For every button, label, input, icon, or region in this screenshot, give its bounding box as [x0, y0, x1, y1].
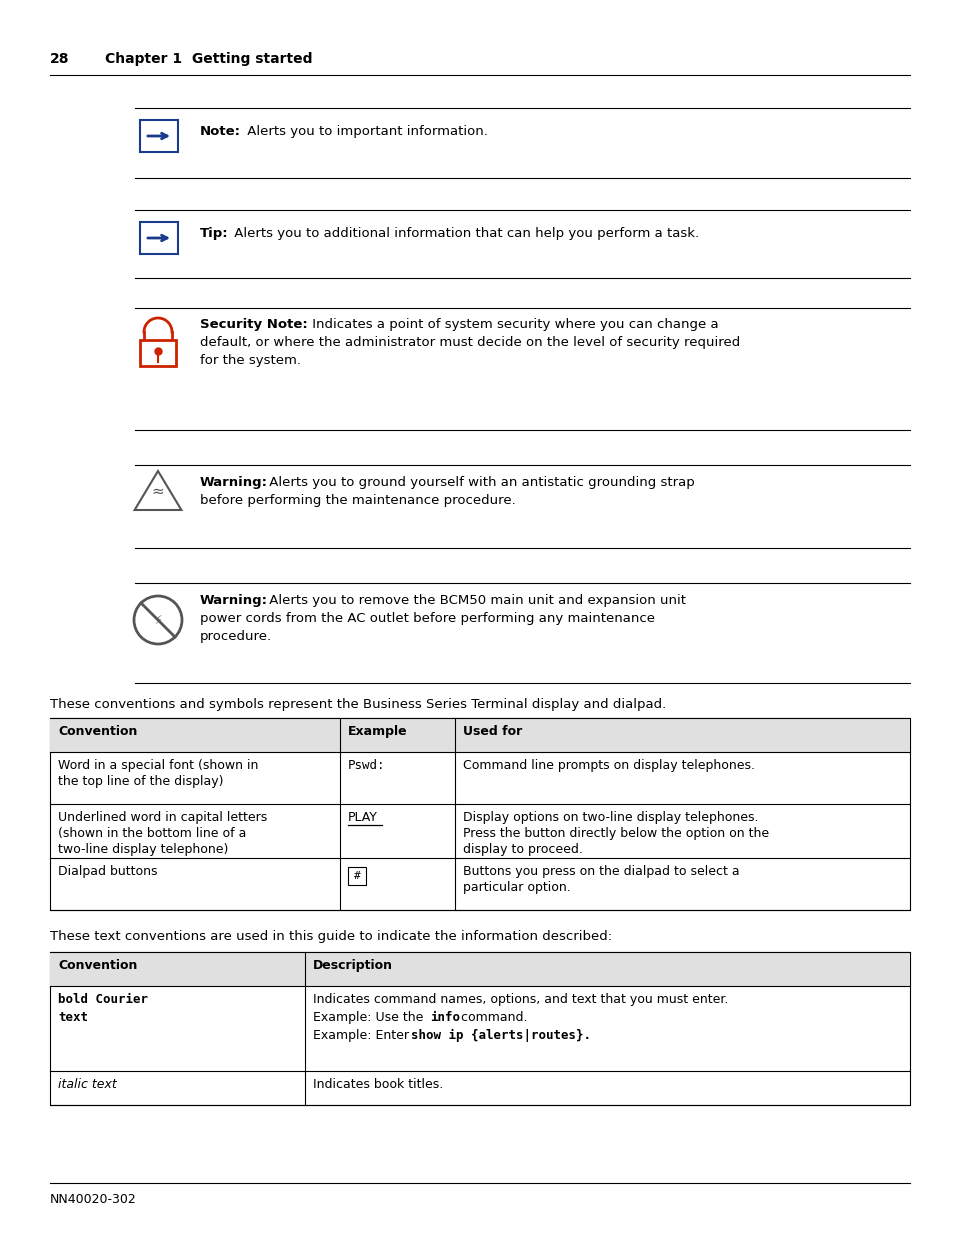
Text: before performing the maintenance procedure.: before performing the maintenance proced…: [200, 494, 516, 508]
Text: info: info: [430, 1011, 459, 1024]
Text: Chapter 1  Getting started: Chapter 1 Getting started: [105, 52, 313, 65]
Bar: [140, 340, 175, 366]
Text: Description: Description: [313, 960, 393, 972]
Text: display to proceed.: display to proceed.: [462, 844, 582, 856]
Text: Alerts you to important information.: Alerts you to important information.: [243, 125, 487, 138]
Text: Press the button directly below the option on the: Press the button directly below the opti…: [462, 827, 768, 840]
Bar: [348, 867, 366, 885]
Bar: [140, 120, 178, 152]
Text: bold Courier: bold Courier: [58, 993, 148, 1007]
Text: Alerts you to remove the BCM50 main unit and expansion unit: Alerts you to remove the BCM50 main unit…: [265, 594, 685, 606]
Text: procedure.: procedure.: [200, 630, 272, 643]
Text: Pswd:: Pswd:: [348, 760, 385, 772]
Text: Dialpad buttons: Dialpad buttons: [58, 864, 157, 878]
Text: Indicates a point of system security where you can change a: Indicates a point of system security whe…: [308, 317, 718, 331]
Text: Alerts you to additional information that can help you perform a task.: Alerts you to additional information tha…: [230, 227, 699, 240]
Text: Alerts you to ground yourself with an antistatic grounding strap: Alerts you to ground yourself with an an…: [265, 475, 694, 489]
Text: default, or where the administrator must decide on the level of security require: default, or where the administrator must…: [200, 336, 740, 350]
Text: text: text: [58, 1011, 88, 1024]
Text: (shown in the bottom line of a: (shown in the bottom line of a: [58, 827, 246, 840]
Bar: [50, 952, 909, 986]
Text: 28: 28: [50, 52, 70, 65]
Text: Security Note:: Security Note:: [200, 317, 308, 331]
Text: Command line prompts on display telephones.: Command line prompts on display telephon…: [462, 760, 754, 772]
Text: Example: Enter: Example: Enter: [313, 1029, 413, 1042]
Text: Indicates book titles.: Indicates book titles.: [313, 1078, 443, 1091]
Text: PLAY: PLAY: [348, 811, 377, 824]
Text: power cords from the AC outlet before performing any maintenance: power cords from the AC outlet before pe…: [200, 613, 655, 625]
Text: show ip {alerts|routes}.: show ip {alerts|routes}.: [411, 1029, 590, 1042]
Text: ≈: ≈: [152, 483, 164, 499]
Text: Warning:: Warning:: [200, 594, 268, 606]
Text: Tip:: Tip:: [200, 227, 229, 240]
Text: the top line of the display): the top line of the display): [58, 776, 223, 788]
Text: Example: Example: [348, 725, 407, 739]
Text: Example: Use the: Example: Use the: [313, 1011, 427, 1024]
Text: These text conventions are used in this guide to indicate the information descri: These text conventions are used in this …: [50, 930, 612, 944]
Text: These conventions and symbols represent the Business Series Terminal display and: These conventions and symbols represent …: [50, 698, 665, 711]
Text: Convention: Convention: [58, 960, 137, 972]
Text: NN40020-302: NN40020-302: [50, 1193, 136, 1207]
Text: two-line display telephone): two-line display telephone): [58, 844, 228, 856]
Text: Note:: Note:: [200, 125, 241, 138]
Text: Display options on two-line display telephones.: Display options on two-line display tele…: [462, 811, 758, 824]
Text: Underlined word in capital letters: Underlined word in capital letters: [58, 811, 267, 824]
Text: Word in a special font (shown in: Word in a special font (shown in: [58, 760, 258, 772]
Text: ⚡: ⚡: [153, 614, 162, 626]
Text: for the system.: for the system.: [200, 354, 301, 367]
Text: italic text: italic text: [58, 1078, 116, 1091]
Text: #: #: [354, 871, 360, 881]
Text: Buttons you press on the dialpad to select a: Buttons you press on the dialpad to sele…: [462, 864, 739, 878]
Text: Warning:: Warning:: [200, 475, 268, 489]
Text: command.: command.: [456, 1011, 527, 1024]
Bar: [50, 952, 909, 1105]
Bar: [140, 222, 178, 254]
Bar: [50, 718, 909, 910]
Bar: [50, 718, 909, 752]
Text: Convention: Convention: [58, 725, 137, 739]
Text: Used for: Used for: [462, 725, 521, 739]
Text: particular option.: particular option.: [462, 881, 570, 894]
Text: Indicates command names, options, and text that you must enter.: Indicates command names, options, and te…: [313, 993, 727, 1007]
